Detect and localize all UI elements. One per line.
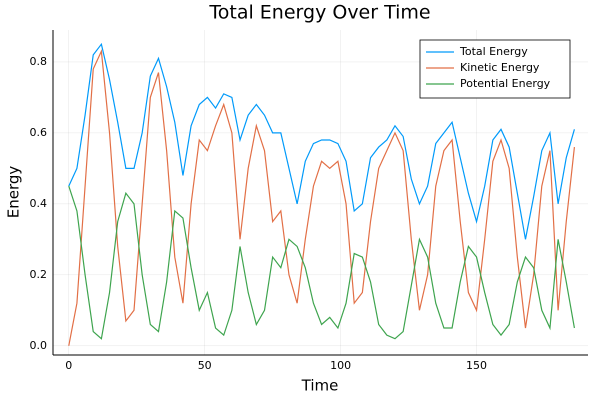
y-axis-label: Energy (5, 166, 23, 219)
y-tick-label: 0.0 (30, 339, 48, 352)
x-axis-label: Time (301, 377, 339, 395)
x-tick-label: 150 (466, 359, 487, 372)
legend-label: Total Energy (459, 45, 528, 58)
y-tick-label: 0.8 (30, 55, 48, 68)
x-tick-label: 50 (198, 359, 212, 372)
x-tick-label: 0 (65, 359, 72, 372)
data-line (68, 49, 576, 346)
chart-title: Total Energy Over Time (208, 2, 430, 24)
y-tick-label: 0.4 (30, 197, 48, 210)
y-tick-label: 0.2 (30, 268, 48, 281)
legend: Total Energy Kinetic Energy Potential Ener… (419, 39, 571, 99)
legend-label: Kinetic Energy (460, 61, 540, 74)
data-line (68, 42, 575, 240)
data-line (68, 185, 576, 340)
legend-label: Potential Energy (460, 77, 551, 90)
x-tick-label: 100 (330, 359, 351, 372)
y-tick-label: 0.6 (30, 126, 48, 139)
legend-box (419, 39, 571, 99)
